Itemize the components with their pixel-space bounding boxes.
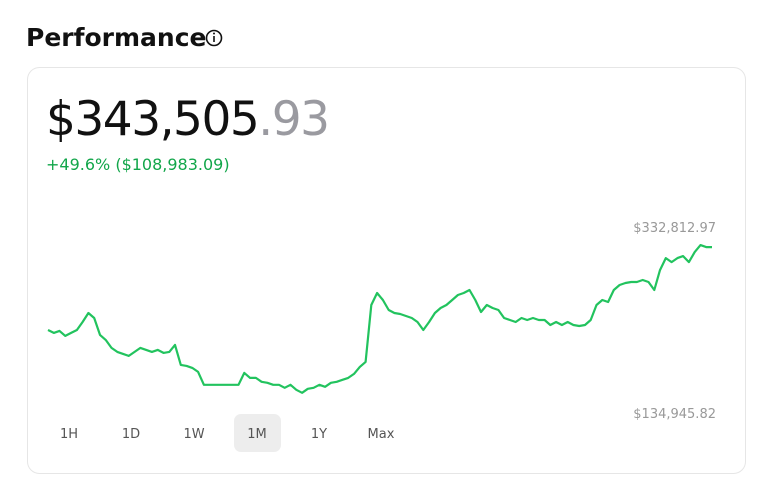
balance: $343,505.93 (46, 92, 329, 147)
range-button[interactable]: 1H (60, 427, 78, 442)
card (27, 67, 746, 474)
range-buttons: 1H 1D 1W 1M 1Y Max (60, 414, 395, 452)
balance-whole: $343,505 (46, 92, 258, 147)
range-button[interactable]: 1Y (311, 427, 327, 442)
info-dot (213, 32, 215, 35)
min-label: $134,945.82 (633, 407, 716, 422)
range-button-selected-bg (234, 414, 281, 452)
max-label: $332,812.97 (633, 221, 716, 236)
range-button[interactable]: Max (368, 427, 395, 442)
range-button[interactable]: 1W (183, 427, 204, 442)
range-button-label: 1Y (311, 427, 327, 442)
range-button-label: 1H (60, 427, 78, 442)
range-button-label: Max (368, 427, 395, 442)
info-circle (205, 29, 223, 47)
range-button-label: 1W (183, 427, 204, 442)
change: +49.6% ($108,983.09) (46, 155, 230, 174)
info-icon[interactable] (205, 29, 223, 47)
range-button[interactable]: 1D (122, 427, 140, 442)
range-button[interactable]: 1M (234, 414, 281, 452)
balance-cents: .93 (258, 92, 328, 147)
range-button-label: 1M (247, 427, 267, 442)
performance-line (47, 244, 712, 394)
range-button-label: 1D (122, 427, 140, 442)
title: Performance (26, 23, 206, 52)
